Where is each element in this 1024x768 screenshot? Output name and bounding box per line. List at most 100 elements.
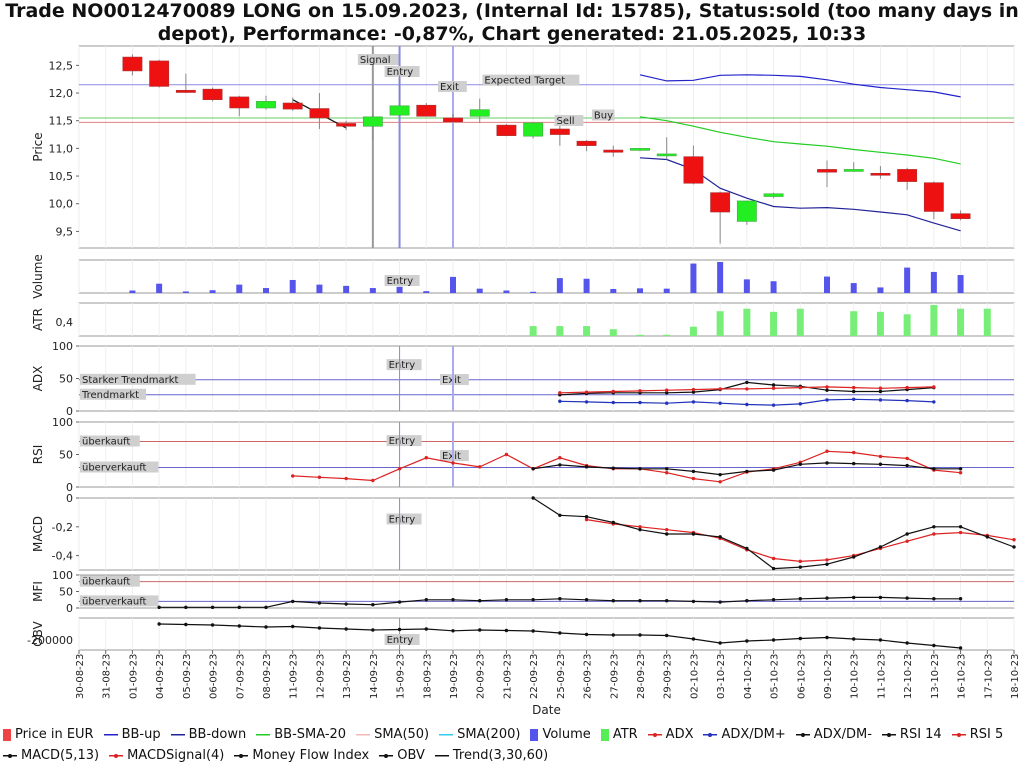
macd-line-point [718,535,722,539]
adx-dmplus-line-point [905,398,909,403]
volume-bar [610,288,617,293]
price-label: Buy [594,110,613,121]
rsi5-line-point [371,478,375,483]
x-tick-label: 12-09-23 [315,654,326,699]
obv-ylabel: OBV [31,620,45,646]
legend-swatch [434,749,449,762]
mfi-line-point [210,605,215,610]
candle-body [923,182,944,212]
atr-bar [609,329,617,336]
candle-body [282,102,303,110]
rsi-label-entry: Entry [389,436,416,447]
adx-ylabel: ADX [31,366,45,392]
x-tick-label: 19-09-23 [449,654,460,699]
volume-bar [343,285,350,293]
adx-line-point [771,386,776,390]
rsi5-line-point [825,449,829,453]
adx-ytick: 0 [66,405,73,418]
mfi-ytick: 100 [52,569,73,582]
rsi5-line-point [451,461,455,465]
macd-ytick: 0 [66,492,73,505]
macd-line-point [611,520,615,525]
rsi5-line-point [852,450,856,455]
price-label-bg [591,109,615,121]
mfi-hline-label: überverkauft [82,596,147,607]
mfi-line-point [771,598,776,602]
adx-dmplus-line-point [718,401,722,405]
legend-label: BB-SMA-20 [274,727,347,742]
adx-dmplus-line-point [771,403,776,407]
macd-signal-line-point [958,530,963,535]
legend-item: Volume [530,724,591,745]
obv-line-point [478,628,482,632]
adx-line-point [878,386,883,390]
rsi14-line-point [878,462,883,466]
macd-line-point [1012,545,1016,549]
x-tick-label: 03-10-23 [716,654,727,699]
candle-body [443,117,463,123]
mfi-line-point [852,595,856,600]
obv-label-entry-bg [384,634,420,645]
volume-bar [263,288,269,293]
macd-signal-line-point [638,525,642,529]
macd-ytick: -0,2 [52,521,73,534]
legend-label: BB-up [121,727,161,742]
legend-item: BB-SMA-20 [256,724,346,745]
obv-line-point [691,637,696,641]
rsi14-line-point [745,469,749,474]
obv-line-point [237,624,241,628]
obv-line-point [210,623,215,627]
obv-line-point [317,626,322,630]
price-ytick: 10,5 [49,170,74,183]
x-tick-label: 11-09-23 [289,654,300,699]
x-tick-label: 13-09-23 [342,654,353,699]
rsi5-line-point [317,475,322,479]
obv-line-point [558,631,562,635]
macd-signal-line-point [905,539,909,543]
legend-swatch [170,728,185,741]
adx-line-point [905,385,909,390]
x-tick-label: 01-09-23 [128,654,139,699]
macd-line-point [905,532,909,536]
candle-body [256,101,276,109]
obv-line-point [504,628,509,633]
legend-item: BB-up [103,724,161,745]
legend-label: Price in EUR [15,727,94,742]
x-tick-label: 09-10-23 [823,654,834,699]
adx-dmminus-line-point [745,380,749,385]
volume-bar [957,275,964,293]
legend-label: ADX [665,727,694,742]
price-ytick: 12,0 [49,87,74,100]
legend-label: Money Flow Index [252,748,370,763]
rsi5-line-point [344,476,348,481]
x-tick-label: 17-10-23 [983,654,994,699]
rsi5-line-point [958,471,963,475]
candle-body [950,213,971,219]
atr-bar [529,326,537,336]
legend-swatch [795,728,810,741]
mfi-line-point [317,601,322,605]
volume-bar [770,281,777,293]
legend-item: MACD(5,13) [3,745,99,766]
adx-line-point [798,385,802,390]
rsi14-line-point [771,468,776,472]
mfi-line-point [611,599,615,603]
macd-signal-line-point [798,559,802,564]
x-tick-label: 20-09-23 [476,654,487,699]
legend-item: Money Flow Index [234,745,369,766]
candle-body [149,60,170,87]
macd-signal-line-point [665,527,669,532]
mfi-line-point [745,599,749,603]
adx-dmplus-line-point [745,402,749,407]
atr-bar [796,308,804,336]
adx-dmplus-line-point [798,402,802,406]
adx-label-exit-bg [440,374,469,386]
rsi5-line-point [691,476,696,481]
legend-label: SMA(50) [374,727,430,742]
candle-body [576,140,597,146]
mfi-line-point [691,599,696,604]
adx-dmplus-line-point [878,398,883,402]
legend-item: Trend(3,30,60) [434,745,548,766]
rsi14-line-point [798,462,802,466]
x-tick-label: 10-10-23 [850,654,861,699]
